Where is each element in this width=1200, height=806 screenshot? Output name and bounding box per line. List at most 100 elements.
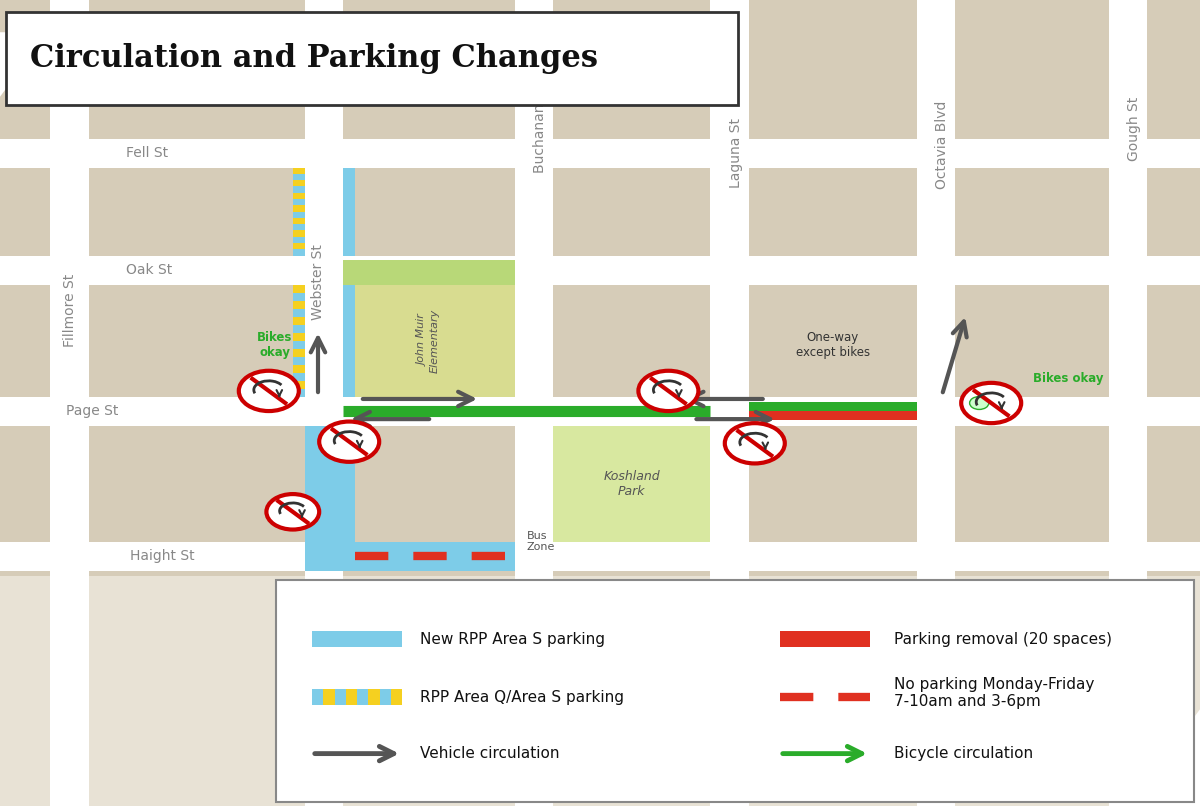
Bar [780, 631, 870, 647]
Bar [379, 689, 391, 705]
Text: Buchanan St: Buchanan St [533, 85, 547, 173]
Bar [0, 397, 1200, 426]
Polygon shape [0, 32, 48, 97]
Bar [955, 168, 1109, 256]
Text: Bikes
okay: Bikes okay [257, 330, 293, 359]
Bar [358, 689, 368, 705]
Bar [89, 571, 305, 576]
Bar [749, 411, 917, 420]
Bar [312, 631, 402, 647]
Bar [50, 0, 89, 806]
Bar [749, 168, 917, 256]
Text: Bicycle circulation: Bicycle circulation [894, 746, 1033, 761]
Text: Vehicle circulation: Vehicle circulation [420, 746, 559, 761]
Bar [553, 0, 710, 139]
Bar [1147, 285, 1200, 397]
Bar [0, 168, 50, 256]
Bar [0, 139, 1200, 168]
Text: Page St: Page St [66, 404, 119, 418]
Bar [293, 317, 305, 325]
Bar [1147, 168, 1200, 256]
Bar [293, 348, 305, 356]
Bar [0, 256, 1200, 285]
Bar [89, 168, 305, 256]
Bar [293, 301, 305, 309]
Bar [346, 689, 358, 705]
Bar [749, 426, 917, 542]
Text: RPP Area Q/Area S parking: RPP Area Q/Area S parking [420, 690, 624, 704]
Bar [749, 0, 917, 139]
Bar [749, 402, 917, 411]
Bar [293, 309, 305, 317]
Bar [89, 0, 305, 139]
Bar [749, 285, 917, 397]
Bar [89, 426, 305, 542]
Bar [391, 689, 402, 705]
Bar [293, 181, 305, 186]
Bar [1147, 0, 1200, 139]
Bar [293, 249, 305, 256]
FancyBboxPatch shape [276, 580, 1194, 802]
Text: Gough St: Gough St [1127, 97, 1141, 161]
Text: Bus
Zone: Bus Zone [527, 530, 556, 552]
Text: Octavia Blvd: Octavia Blvd [935, 101, 949, 189]
Bar [293, 174, 305, 181]
Bar [343, 285, 355, 397]
Bar [305, 426, 355, 542]
Bar [917, 0, 955, 806]
Bar [955, 285, 1109, 397]
Bar [553, 426, 710, 542]
Bar [293, 224, 305, 231]
Bar [293, 372, 305, 380]
Bar [343, 168, 515, 256]
Circle shape [319, 422, 379, 462]
Bar [955, 426, 1109, 542]
Bar [293, 356, 305, 364]
Bar [293, 218, 305, 224]
Text: No parking Monday-Friday
7-10am and 3-6pm: No parking Monday-Friday 7-10am and 3-6p… [894, 677, 1094, 709]
Circle shape [266, 494, 319, 530]
Bar [293, 211, 305, 218]
Bar [0, 426, 50, 542]
Bar [343, 571, 515, 576]
Bar [553, 168, 710, 256]
Bar [89, 285, 305, 397]
Bar [343, 285, 515, 397]
Bar [293, 199, 305, 206]
Text: New RPP Area S parking: New RPP Area S parking [420, 632, 605, 646]
Bar [0, 285, 50, 397]
Bar [368, 689, 379, 705]
Polygon shape [1128, 709, 1200, 806]
Bar [749, 571, 917, 576]
Bar [293, 285, 305, 293]
Text: Fillmore St: Fillmore St [62, 274, 77, 347]
Bar [0, 0, 50, 139]
Bar [0, 542, 1200, 571]
Bar [343, 168, 355, 256]
Bar [293, 388, 305, 397]
Text: Fell St: Fell St [126, 146, 168, 160]
Text: Bikes okay: Bikes okay [1033, 372, 1104, 385]
Bar [335, 689, 346, 705]
Text: John Muir
Elementary: John Muir Elementary [419, 309, 440, 372]
Bar [553, 571, 710, 576]
Bar [293, 206, 305, 211]
Bar [1147, 426, 1200, 542]
Text: One-way
except bikes: One-way except bikes [796, 330, 870, 359]
Bar [955, 0, 1109, 139]
Text: Koshland
Park: Koshland Park [604, 470, 660, 497]
Bar [293, 237, 305, 243]
Bar [305, 542, 515, 571]
Bar [1109, 0, 1147, 806]
Bar [293, 193, 305, 199]
Bar [293, 186, 305, 193]
Bar [343, 260, 515, 285]
Bar [343, 0, 515, 139]
Bar [293, 333, 305, 340]
Bar [293, 168, 305, 174]
Bar [293, 243, 305, 249]
Bar [293, 380, 305, 388]
Text: Circulation and Parking Changes: Circulation and Parking Changes [30, 43, 598, 74]
Bar [305, 0, 343, 806]
Bar [293, 231, 305, 237]
